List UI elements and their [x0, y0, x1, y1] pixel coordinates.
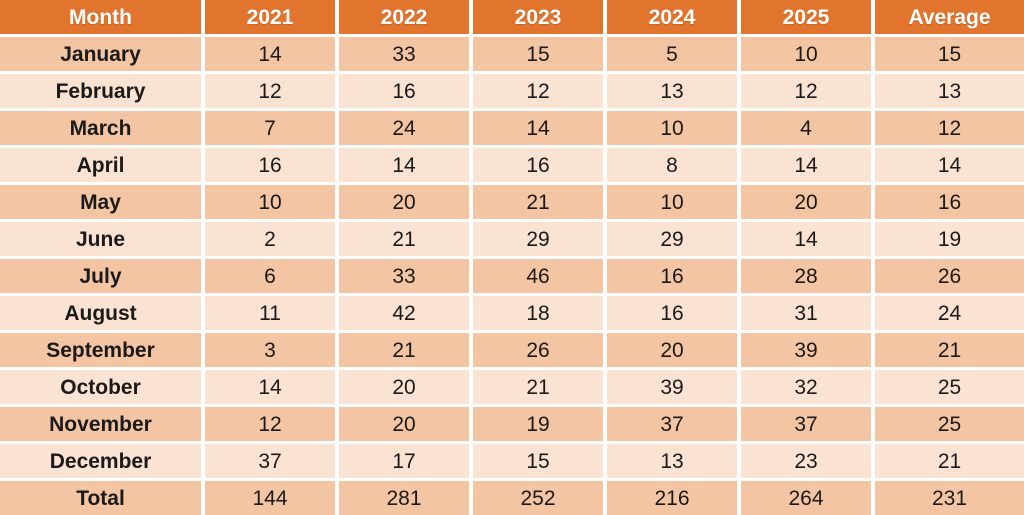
- value-cell: 16: [473, 148, 603, 182]
- value-cell: 26: [473, 333, 603, 367]
- value-cell: 10: [607, 185, 737, 219]
- value-cell: 14: [339, 148, 469, 182]
- value-cell: 10: [205, 185, 335, 219]
- value-cell: 39: [607, 370, 737, 404]
- month-cell: January: [0, 37, 201, 71]
- value-cell: 14: [205, 37, 335, 71]
- total-value-cell: 231: [875, 481, 1024, 515]
- value-cell: 12: [875, 111, 1024, 145]
- total-value-cell: 216: [607, 481, 737, 515]
- value-cell: 32: [741, 370, 871, 404]
- value-cell: 14: [205, 370, 335, 404]
- value-cell: 11: [205, 296, 335, 330]
- value-cell: 10: [741, 37, 871, 71]
- value-cell: 20: [339, 185, 469, 219]
- header-cell-2024: 2024: [607, 0, 737, 34]
- value-cell: 33: [339, 37, 469, 71]
- value-cell: 19: [473, 407, 603, 441]
- value-cell: 20: [741, 185, 871, 219]
- month-cell: March: [0, 111, 201, 145]
- value-cell: 14: [875, 148, 1024, 182]
- header-cell-2021: 2021: [205, 0, 335, 34]
- value-cell: 21: [339, 333, 469, 367]
- value-cell: 3: [205, 333, 335, 367]
- value-cell: 23: [741, 444, 871, 478]
- value-cell: 26: [875, 259, 1024, 293]
- total-value-cell: 144: [205, 481, 335, 515]
- value-cell: 12: [205, 407, 335, 441]
- value-cell: 29: [473, 222, 603, 256]
- value-cell: 13: [607, 74, 737, 108]
- header-cell-average: Average: [875, 0, 1024, 34]
- header-cell-2022: 2022: [339, 0, 469, 34]
- value-cell: 24: [875, 296, 1024, 330]
- month-cell: December: [0, 444, 201, 478]
- value-cell: 13: [607, 444, 737, 478]
- value-cell: 24: [339, 111, 469, 145]
- value-cell: 6: [205, 259, 335, 293]
- month-cell: February: [0, 74, 201, 108]
- value-cell: 25: [875, 370, 1024, 404]
- value-cell: 37: [741, 407, 871, 441]
- value-cell: 20: [339, 407, 469, 441]
- total-label-cell: Total: [0, 481, 201, 515]
- value-cell: 7: [205, 111, 335, 145]
- value-cell: 14: [741, 222, 871, 256]
- value-cell: 15: [473, 37, 603, 71]
- value-cell: 12: [205, 74, 335, 108]
- value-cell: 21: [875, 444, 1024, 478]
- header-cell-2025: 2025: [741, 0, 871, 34]
- header-cell-month: Month: [0, 0, 201, 34]
- value-cell: 14: [741, 148, 871, 182]
- month-cell: April: [0, 148, 201, 182]
- value-cell: 21: [473, 370, 603, 404]
- month-cell: November: [0, 407, 201, 441]
- value-cell: 20: [339, 370, 469, 404]
- month-cell: September: [0, 333, 201, 367]
- value-cell: 16: [875, 185, 1024, 219]
- value-cell: 16: [607, 259, 737, 293]
- value-cell: 25: [875, 407, 1024, 441]
- month-cell: October: [0, 370, 201, 404]
- month-cell: July: [0, 259, 201, 293]
- value-cell: 46: [473, 259, 603, 293]
- value-cell: 14: [473, 111, 603, 145]
- value-cell: 37: [205, 444, 335, 478]
- value-cell: 4: [741, 111, 871, 145]
- value-cell: 28: [741, 259, 871, 293]
- value-cell: 21: [473, 185, 603, 219]
- value-cell: 29: [607, 222, 737, 256]
- value-cell: 10: [607, 111, 737, 145]
- value-cell: 8: [607, 148, 737, 182]
- value-cell: 21: [875, 333, 1024, 367]
- value-cell: 15: [473, 444, 603, 478]
- value-cell: 39: [741, 333, 871, 367]
- value-cell: 19: [875, 222, 1024, 256]
- value-cell: 37: [607, 407, 737, 441]
- value-cell: 31: [741, 296, 871, 330]
- value-cell: 15: [875, 37, 1024, 71]
- value-cell: 16: [339, 74, 469, 108]
- value-cell: 13: [875, 74, 1024, 108]
- value-cell: 12: [473, 74, 603, 108]
- value-cell: 42: [339, 296, 469, 330]
- total-value-cell: 252: [473, 481, 603, 515]
- value-cell: 33: [339, 259, 469, 293]
- month-cell: May: [0, 185, 201, 219]
- month-cell: August: [0, 296, 201, 330]
- value-cell: 21: [339, 222, 469, 256]
- total-value-cell: 264: [741, 481, 871, 515]
- value-cell: 20: [607, 333, 737, 367]
- value-cell: 5: [607, 37, 737, 71]
- value-cell: 18: [473, 296, 603, 330]
- total-value-cell: 281: [339, 481, 469, 515]
- value-cell: 16: [607, 296, 737, 330]
- value-cell: 12: [741, 74, 871, 108]
- header-cell-2023: 2023: [473, 0, 603, 34]
- value-cell: 16: [205, 148, 335, 182]
- value-cell: 17: [339, 444, 469, 478]
- month-cell: June: [0, 222, 201, 256]
- value-cell: 2: [205, 222, 335, 256]
